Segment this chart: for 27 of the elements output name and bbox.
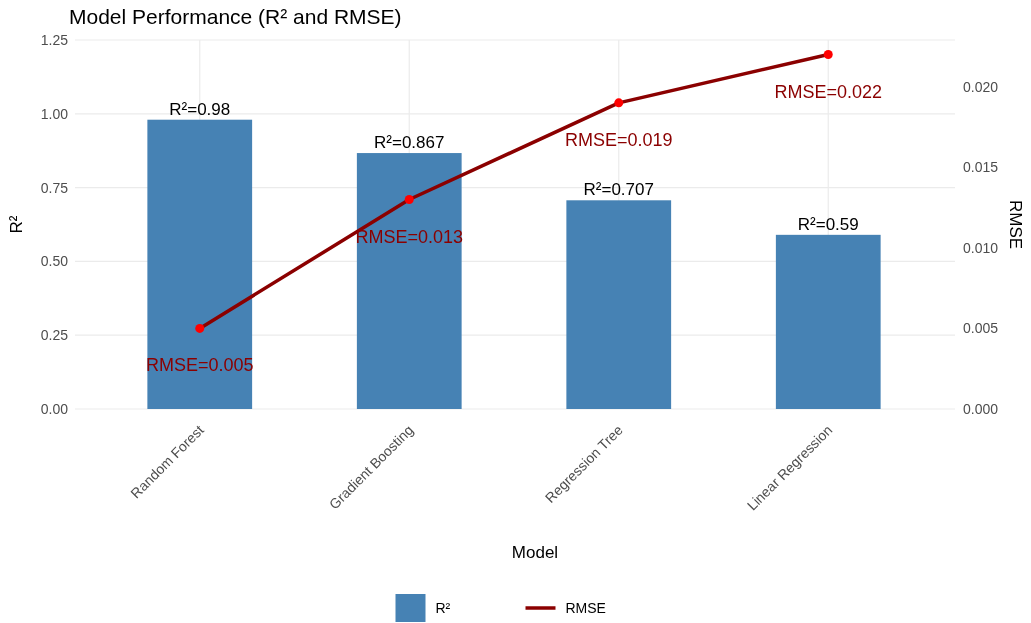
bar	[775, 234, 881, 409]
y2-tick-label: 0.000	[963, 400, 999, 417]
data-label: R²=0.59	[797, 214, 859, 234]
y2-tick-label: 0.020	[963, 78, 999, 95]
chart-title: Model Performance (R² and RMSE)	[69, 5, 402, 28]
y-tick-label: 0.00	[40, 400, 69, 417]
data-label: R²=0.867	[374, 133, 445, 153]
y-tick-label: 0.25	[40, 327, 69, 344]
data-label: R²=0.707	[583, 180, 654, 200]
y-tick-label: 0.50	[40, 253, 69, 270]
y2-tick-label: 0.015	[963, 159, 999, 176]
y2-tick-label: 0.005	[963, 320, 999, 337]
legend-label: R²	[435, 599, 451, 616]
legend-label: RMSE	[565, 599, 606, 616]
y2-axis-title: RMSE	[1006, 199, 1025, 250]
y-axis-title: R²	[7, 215, 26, 234]
y-tick-label: 0.75	[40, 179, 69, 196]
y-tick-label: 1.00	[40, 105, 69, 122]
data-label: RMSE=0.019	[564, 129, 673, 150]
x-axis-title: Model	[511, 543, 559, 562]
data-label: R²=0.98	[169, 99, 231, 119]
bar	[566, 200, 672, 409]
data-label: RMSE=0.022	[774, 81, 883, 102]
y-tick-label: 1.25	[40, 31, 69, 48]
y2-tick-label: 0.010	[963, 239, 999, 256]
bar	[356, 153, 462, 409]
bar	[147, 119, 253, 409]
